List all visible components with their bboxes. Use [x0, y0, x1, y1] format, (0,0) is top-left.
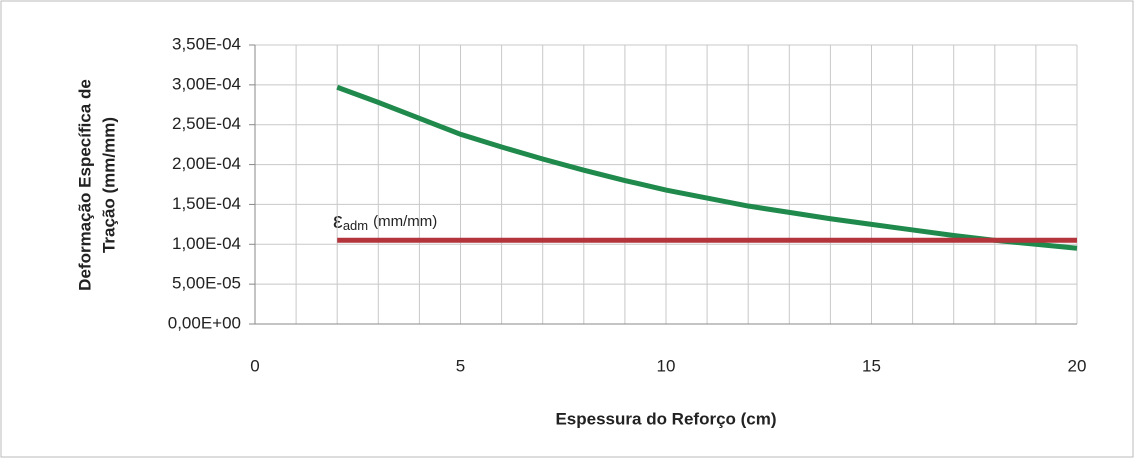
y-tick-label: 3,00E-04	[172, 74, 241, 93]
y-tick-label: 1,50E-04	[172, 194, 241, 213]
x-tick-label: 10	[657, 356, 676, 375]
annotation-subscript: adm	[343, 218, 368, 233]
x-axis-label: Espessura do Reforço (cm)	[555, 409, 776, 428]
y-tick-label: 2,50E-04	[172, 114, 241, 133]
y-tick-label: 2,00E-04	[172, 154, 241, 173]
y-tick-label: 0,00E+00	[168, 313, 241, 332]
annotation-symbol: ε	[333, 208, 343, 233]
x-tick-label: 0	[250, 356, 259, 375]
annotation: εadm (mm/mm)	[333, 208, 437, 234]
annotation-text: (mm/mm)	[373, 213, 437, 230]
series-line	[336, 84, 1078, 251]
x-tick-label: 5	[456, 356, 465, 375]
y-axis-label: Deformação Específica de	[75, 79, 94, 291]
y-tick-label: 5,00E-05	[172, 274, 241, 293]
y-tick-label: 3,50E-04	[172, 34, 241, 53]
y-tick-label: 1,00E-04	[172, 234, 241, 253]
x-tick-label: 20	[1068, 356, 1087, 375]
x-tick-label: 15	[862, 356, 881, 375]
y-axis-label: Tração (mm/mm)	[99, 117, 118, 253]
